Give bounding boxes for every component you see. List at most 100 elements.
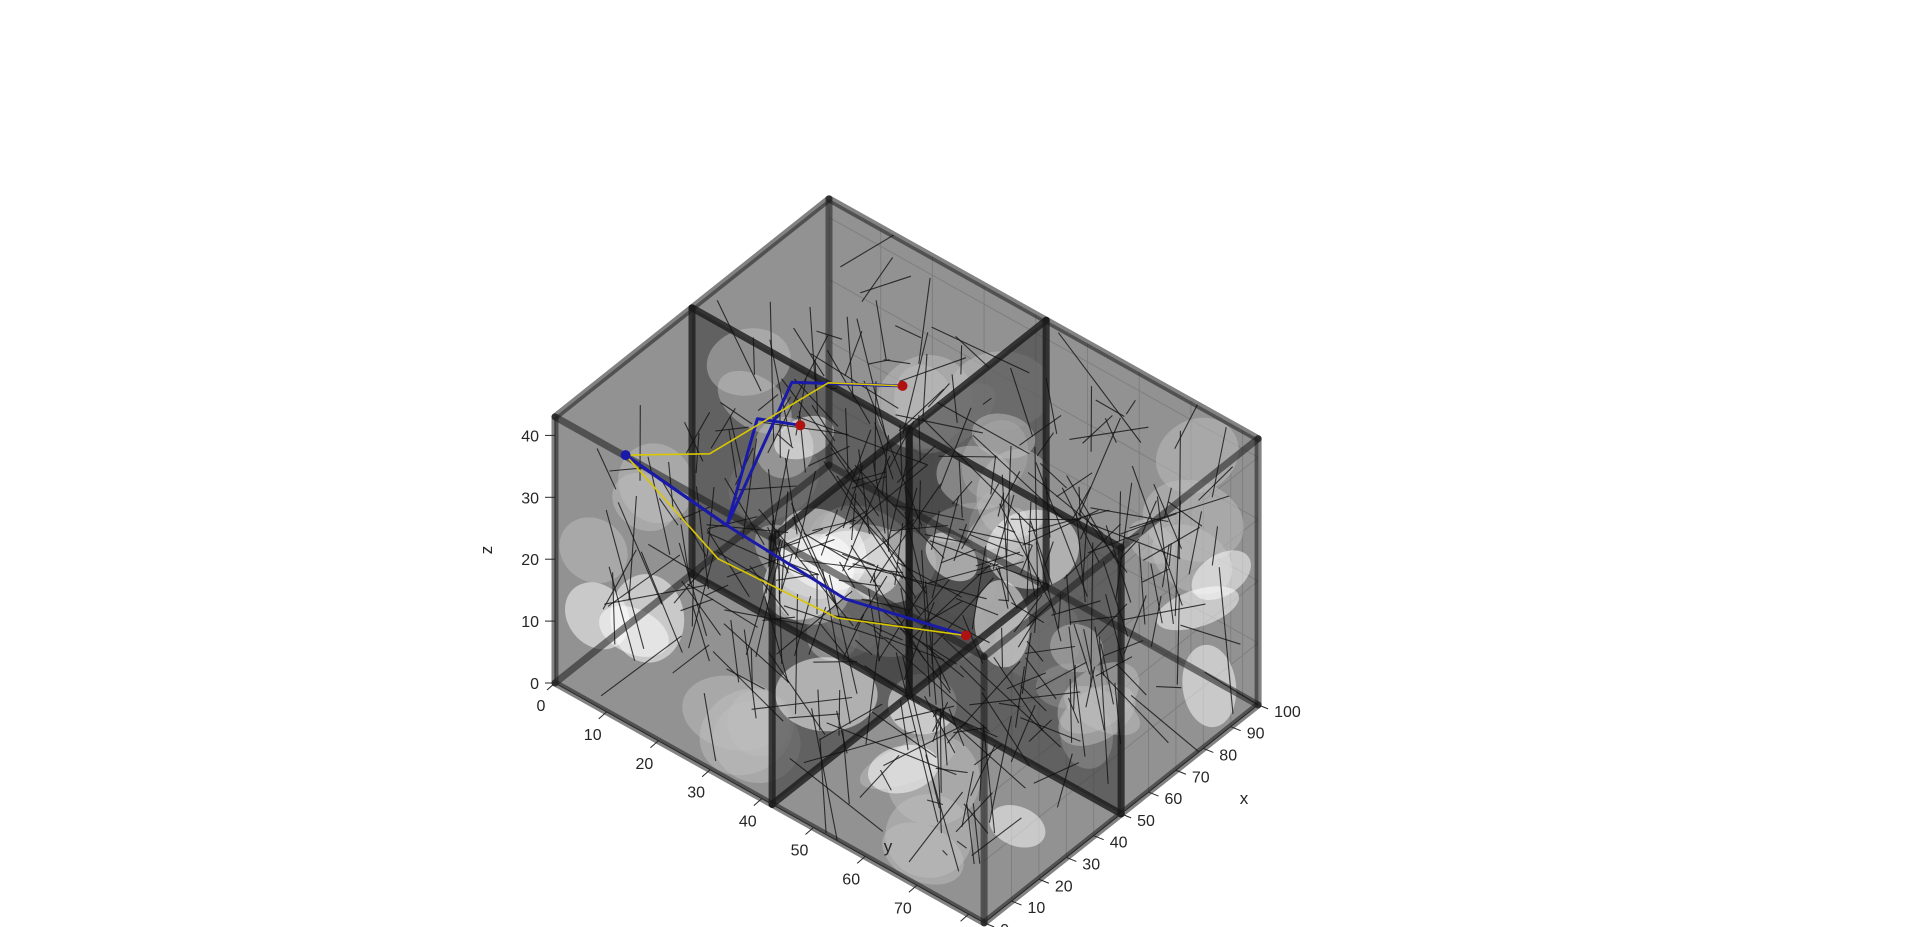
fiber-segment — [896, 445, 936, 483]
y-tick-label: 40 — [739, 814, 757, 831]
fiber-segment — [794, 470, 817, 559]
fiber-segment — [726, 668, 765, 690]
fiber-segment — [918, 277, 931, 364]
fiber-segment — [1069, 615, 1118, 623]
fiber-segment — [979, 726, 985, 801]
fiber-segment — [1020, 717, 1081, 742]
fiber-segment — [1010, 367, 1034, 437]
fiber-segment — [937, 402, 1030, 455]
fiber-segment — [1056, 753, 1073, 808]
fiber-segment — [961, 483, 1000, 550]
fiber-segment — [1066, 475, 1119, 565]
hole-ellipse — [1155, 586, 1240, 631]
y-tick-label: 30 — [687, 785, 705, 802]
fiber-segment — [751, 696, 853, 710]
fiber-segment — [998, 566, 1009, 609]
fiber-segment — [859, 754, 900, 798]
box-edge — [905, 425, 1125, 552]
fiber-segment — [895, 325, 922, 339]
fiber-segment — [922, 353, 928, 417]
fiber-segment — [1090, 542, 1094, 688]
fiber-segment — [1069, 678, 1073, 743]
fiber-segment — [842, 464, 864, 529]
x-tick — [983, 922, 995, 927]
fiber-segment — [896, 561, 963, 598]
fiber-segment — [1034, 576, 1040, 633]
fiber-segment — [628, 495, 637, 601]
fiber-segment — [1141, 500, 1157, 535]
fiber-segment — [1010, 602, 1045, 624]
fiber-segment — [842, 455, 891, 572]
fiber-segment — [929, 540, 1049, 586]
fiber-segment — [836, 710, 848, 754]
fiber-segment — [1035, 661, 1087, 690]
fiber-segment — [1068, 626, 1086, 757]
fiber-segment — [927, 383, 950, 408]
x-tick-label: 80 — [1219, 747, 1237, 764]
fiber-segment — [1150, 595, 1162, 647]
fiber-segment — [888, 420, 915, 469]
fiber-segment — [1078, 417, 1121, 517]
x-tick-label: 70 — [1192, 769, 1210, 786]
fiber-segment — [1211, 427, 1227, 498]
fiber-segment — [988, 715, 1012, 823]
fiber-segment — [765, 541, 801, 553]
fiber-segment — [908, 791, 964, 863]
x-tick-label: 40 — [1110, 835, 1128, 852]
y-tick — [546, 682, 556, 691]
fiber-segment — [1057, 332, 1142, 443]
y-axis-line — [554, 682, 985, 924]
fiber-segment — [1123, 595, 1147, 655]
fiber-segment — [925, 563, 999, 585]
x-tick — [1175, 769, 1187, 775]
fiber-segment — [860, 620, 903, 641]
fiber-segment — [794, 593, 799, 715]
fiber-segment — [710, 408, 736, 449]
fiber-segment — [981, 692, 1031, 767]
fiber-segment — [692, 605, 710, 662]
fiber-segment — [1073, 623, 1091, 675]
fiber-segment — [872, 460, 886, 534]
fiber-segment — [762, 421, 849, 436]
fiber-segment — [1066, 574, 1072, 626]
fiber-segment — [969, 534, 1024, 557]
fiber-segment — [840, 429, 872, 511]
x-tick-label: 90 — [1247, 726, 1265, 743]
x-axis-label: x — [1240, 789, 1249, 808]
fiber-segment — [940, 548, 976, 564]
fiber-segment — [860, 275, 912, 294]
z-tick-label: 0 — [530, 676, 539, 693]
fiber-segment — [1142, 568, 1169, 583]
fiber-segment — [1026, 501, 1032, 598]
fiber-segment — [864, 665, 921, 704]
fiber-segment — [1057, 594, 1062, 629]
fiber-segment — [767, 335, 829, 454]
fiber-segment — [819, 703, 883, 741]
fiber-segment — [1174, 500, 1181, 617]
fiber-segment — [904, 486, 910, 523]
fiber-segment — [1105, 525, 1132, 603]
series-point — [620, 450, 631, 461]
fiber-segment — [899, 424, 903, 477]
fiber-segment — [963, 803, 989, 834]
hole-ellipse — [971, 413, 1036, 459]
box-edge — [905, 316, 1050, 433]
fiber-segment — [724, 477, 765, 546]
fiber-segment — [605, 509, 645, 649]
fiber-segment — [1022, 509, 1099, 546]
box-edge — [825, 461, 1050, 590]
z-tick-label: 40 — [521, 428, 539, 445]
fiber-segment — [600, 635, 682, 697]
fiber-segment — [811, 404, 836, 442]
fiber-segment — [755, 540, 784, 658]
y-tick — [805, 827, 814, 835]
fiber-segment — [604, 584, 707, 605]
fiber-segment — [969, 691, 1081, 706]
box-face — [692, 198, 1047, 430]
y-tick — [701, 769, 711, 778]
fiber-segment — [662, 482, 708, 558]
hole-ellipse — [1182, 644, 1237, 728]
fiber-segment — [769, 339, 793, 446]
fiber-segment — [951, 716, 998, 738]
